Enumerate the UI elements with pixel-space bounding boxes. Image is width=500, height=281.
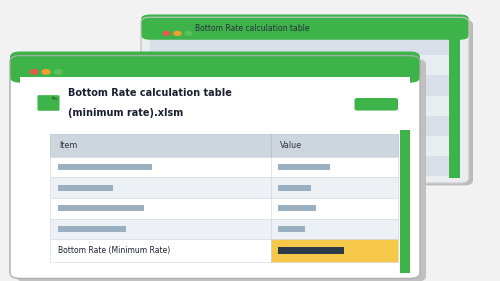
Text: Item: Item [59,141,78,150]
Bar [50,177,398,198]
Bar [278,185,312,191]
Bar [278,164,330,170]
Bar [58,185,112,191]
FancyBboxPatch shape [354,98,398,110]
Bar [449,22,460,178]
Bar [150,116,460,136]
Text: (minimum rate).xlsm: (minimum rate).xlsm [68,108,183,118]
FancyBboxPatch shape [38,95,60,111]
Bar [150,35,460,55]
Text: Bottom Rate calculation table: Bottom Rate calculation table [195,24,310,33]
FancyBboxPatch shape [145,19,473,185]
Bar [150,55,460,76]
Polygon shape [52,96,59,99]
Bar [278,226,305,232]
Bar [58,205,144,211]
Bar [150,28,460,35]
Bar [20,77,410,130]
Bar [50,198,398,219]
Bar [278,205,316,211]
Bar [150,136,460,156]
Bar [20,69,410,77]
Bar [278,247,344,253]
Bar [50,219,398,239]
Circle shape [30,70,38,74]
Bar [50,134,398,157]
FancyBboxPatch shape [412,23,450,34]
FancyBboxPatch shape [16,59,426,281]
Bar [50,157,398,177]
Bar [50,239,270,262]
FancyBboxPatch shape [10,56,420,278]
Bar [58,226,126,232]
Text: Value: Value [280,141,302,150]
Bar [150,76,460,96]
Text: Bottom Rate calculation table: Bottom Rate calculation table [68,88,232,98]
FancyBboxPatch shape [10,51,420,83]
FancyBboxPatch shape [141,17,469,183]
Circle shape [54,70,62,74]
Text: Bottom Rate (Minimum Rate): Bottom Rate (Minimum Rate) [58,246,170,255]
Bar [400,61,410,273]
Bar [150,156,460,176]
Bar [270,239,398,262]
Bar [58,164,152,170]
Circle shape [174,31,181,35]
Circle shape [42,70,50,74]
Circle shape [163,31,170,35]
Circle shape [185,31,192,35]
Bar [150,96,460,116]
FancyBboxPatch shape [141,15,469,40]
